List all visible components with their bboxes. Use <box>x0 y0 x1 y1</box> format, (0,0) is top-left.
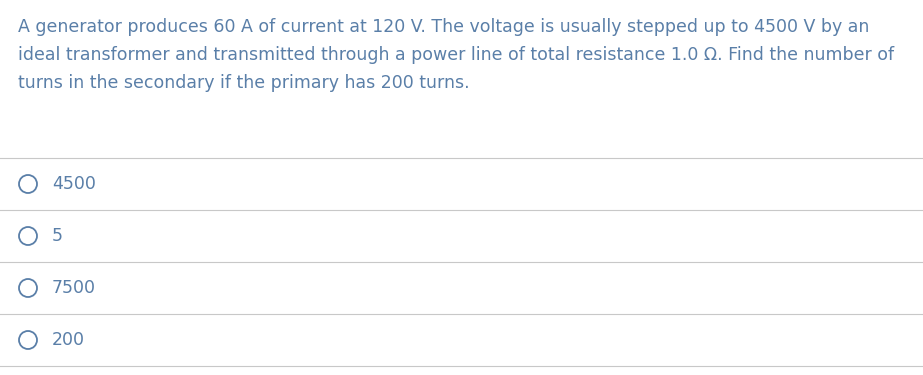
Text: turns in the secondary if the primary has 200 turns.: turns in the secondary if the primary ha… <box>18 74 470 92</box>
Text: 7500: 7500 <box>52 279 96 297</box>
Text: 200: 200 <box>52 331 85 349</box>
Text: ideal transformer and transmitted through a power line of total resistance 1.0 Ω: ideal transformer and transmitted throug… <box>18 46 894 64</box>
Text: A generator produces 60 A of current at 120 V. The voltage is usually stepped up: A generator produces 60 A of current at … <box>18 18 869 36</box>
Text: 4500: 4500 <box>52 175 96 193</box>
Text: 5: 5 <box>52 227 63 245</box>
